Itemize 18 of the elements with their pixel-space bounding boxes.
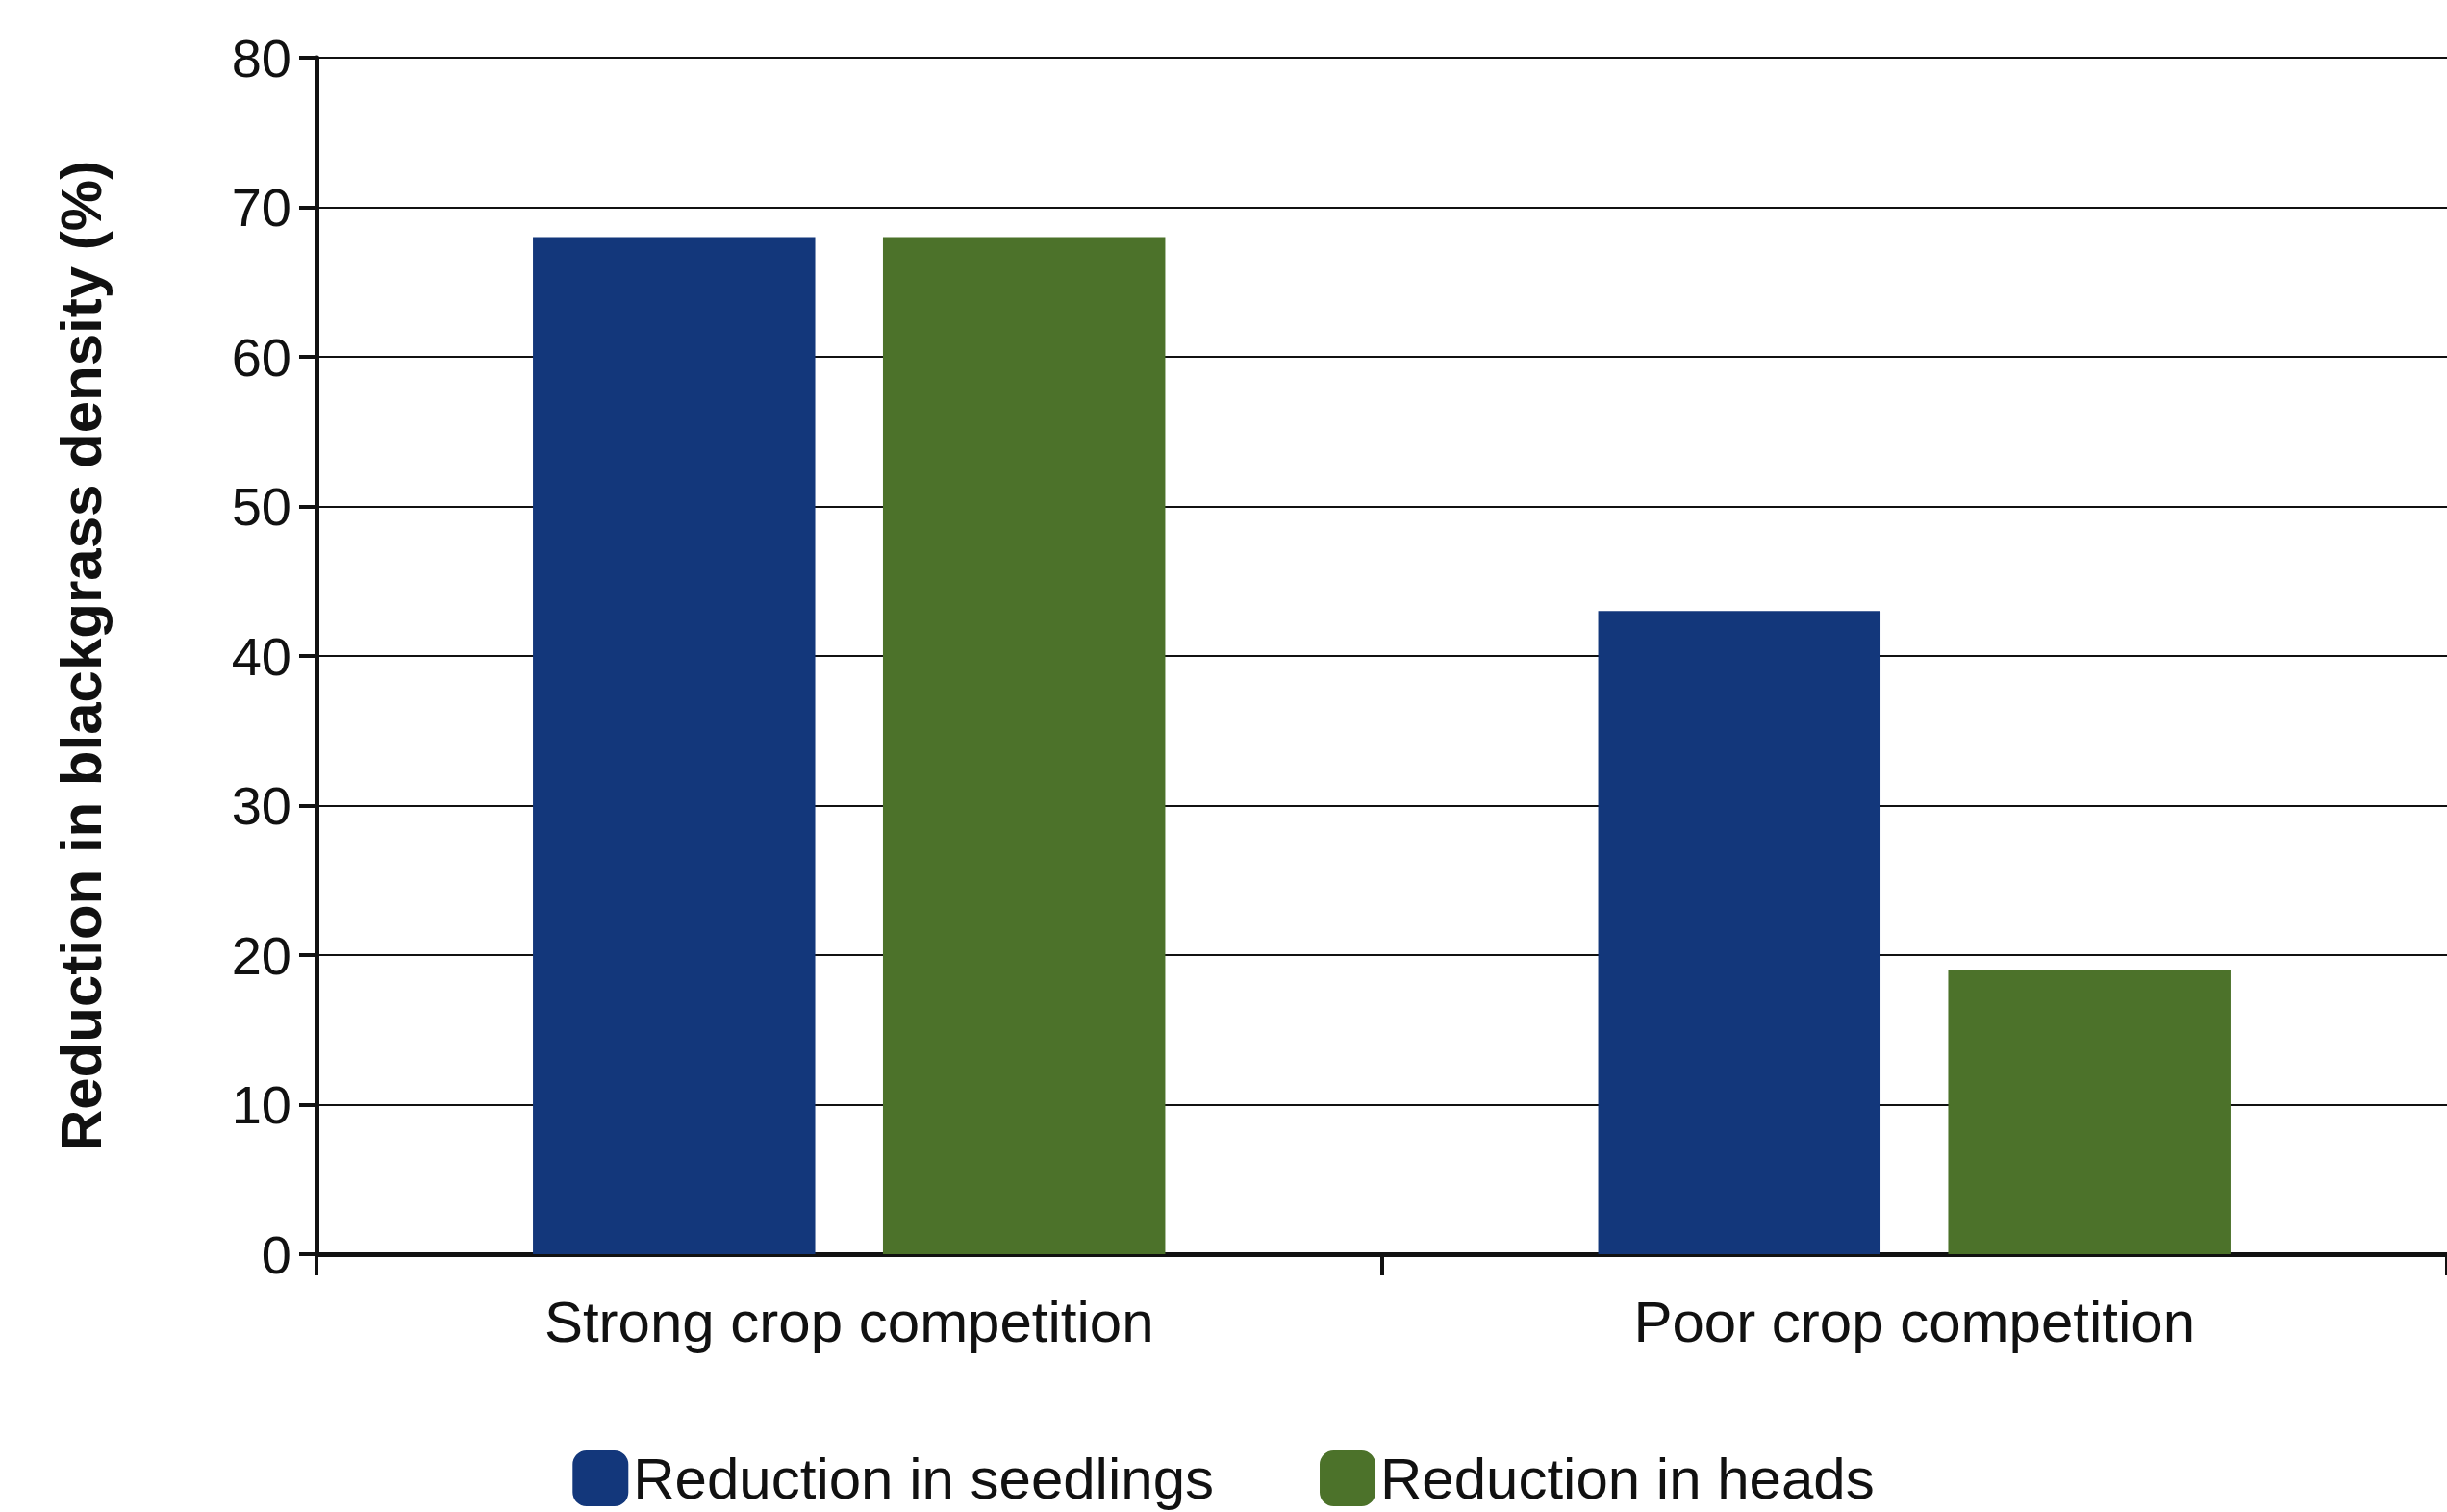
y-tick-label: 80 bbox=[231, 27, 291, 88]
y-tick-label: 30 bbox=[231, 775, 291, 836]
bar bbox=[533, 237, 816, 1254]
y-tick-label: 40 bbox=[231, 625, 291, 687]
y-tick-label: 10 bbox=[231, 1074, 291, 1135]
y-tick-label: 70 bbox=[231, 177, 291, 238]
bar bbox=[1948, 970, 2231, 1254]
x-tick-label: Poor crop competition bbox=[1633, 1289, 2196, 1354]
legend-label: Reduction in heads bbox=[1380, 1446, 1875, 1511]
y-tick-label: 20 bbox=[231, 924, 291, 986]
y-tick-label: 50 bbox=[231, 476, 291, 537]
bar bbox=[1598, 611, 1881, 1254]
bar bbox=[882, 237, 1166, 1254]
y-tick-label: 0 bbox=[261, 1223, 291, 1285]
x-tick-label: Strong crop competition bbox=[543, 1289, 1154, 1354]
legend-label: Reduction in seedlings bbox=[633, 1446, 1215, 1511]
y-axis-title: Reduction in blackgrass density (%) bbox=[48, 160, 114, 1152]
y-tick-label: 60 bbox=[231, 326, 291, 388]
